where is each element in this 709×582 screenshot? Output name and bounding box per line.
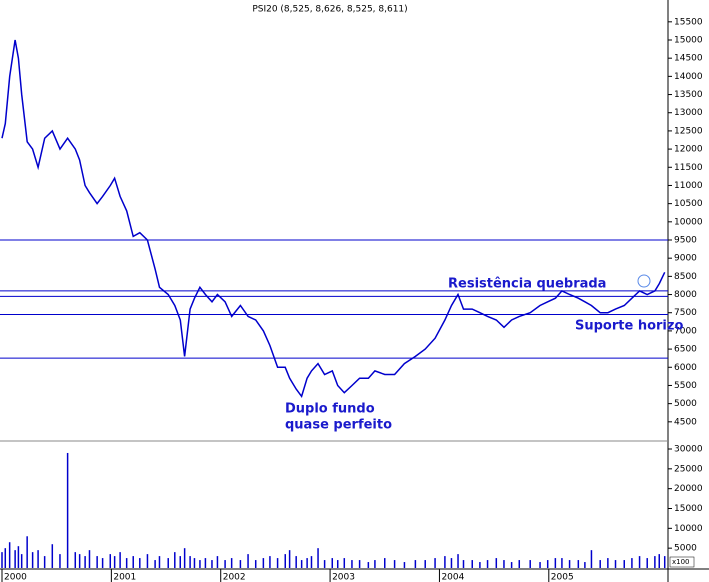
y-tick-label: 5500 (674, 381, 697, 391)
y-tick-label: 15500 (674, 17, 703, 27)
x-tick-label: 2000 (4, 573, 27, 582)
y-tick-label: 9000 (674, 254, 697, 264)
y-tick-label: 12500 (674, 126, 703, 136)
y-tick-label: 13000 (674, 108, 703, 118)
y-tick-label: 13500 (674, 90, 703, 100)
y-tick-label: 15000 (674, 36, 703, 46)
y-tick-label: 4500 (674, 417, 697, 427)
y-tick-label: 11000 (674, 181, 703, 191)
unit-box (669, 556, 695, 568)
y-tick-label: 20000 (674, 484, 703, 494)
y-tick-label: 7000 (674, 326, 697, 336)
x-tick-label: 2002 (223, 573, 246, 582)
annotation: quase perfeito (285, 418, 392, 433)
annotation: Suporte horizo (575, 319, 683, 334)
y-tick-label: 10500 (674, 199, 703, 209)
y-tick-label: 5000 (674, 544, 697, 554)
y-tick-label: 9500 (674, 236, 697, 246)
y-tick-label: 15000 (674, 504, 703, 514)
y-tick-label: 8500 (674, 272, 697, 282)
x-tick-label: 2001 (113, 573, 136, 582)
chart-title: PSI20 (8,525, 8,626, 8,525, 8,611) (252, 5, 407, 15)
unit-label: x100 (672, 558, 690, 566)
smiley-marker (637, 274, 651, 288)
y-tick-label: 10000 (674, 217, 703, 227)
y-tick-label: 12000 (674, 145, 703, 155)
y-tick-label: 8000 (674, 290, 697, 300)
y-tick-label: 25000 (674, 464, 703, 474)
x-tick-label: 2005 (551, 573, 574, 582)
y-tick-label: 14000 (674, 72, 703, 82)
price-line (1, 39, 666, 399)
y-tick-label: 14500 (674, 54, 703, 64)
y-tick-label: 5000 (674, 399, 697, 409)
y-tick-label: 6500 (674, 345, 697, 355)
y-tick-label: 10000 (674, 524, 703, 534)
y-tick-label: 11500 (674, 163, 703, 173)
y-tick-label: 30000 (674, 445, 703, 455)
annotation: Duplo fundo (285, 402, 375, 417)
annotation: Resistência quebrada (448, 277, 606, 292)
y-tick-label: 6000 (674, 363, 697, 373)
y-tick-label: 7500 (674, 308, 697, 318)
x-tick-label: 2003 (332, 573, 355, 582)
x-tick-label: 2004 (441, 573, 464, 582)
